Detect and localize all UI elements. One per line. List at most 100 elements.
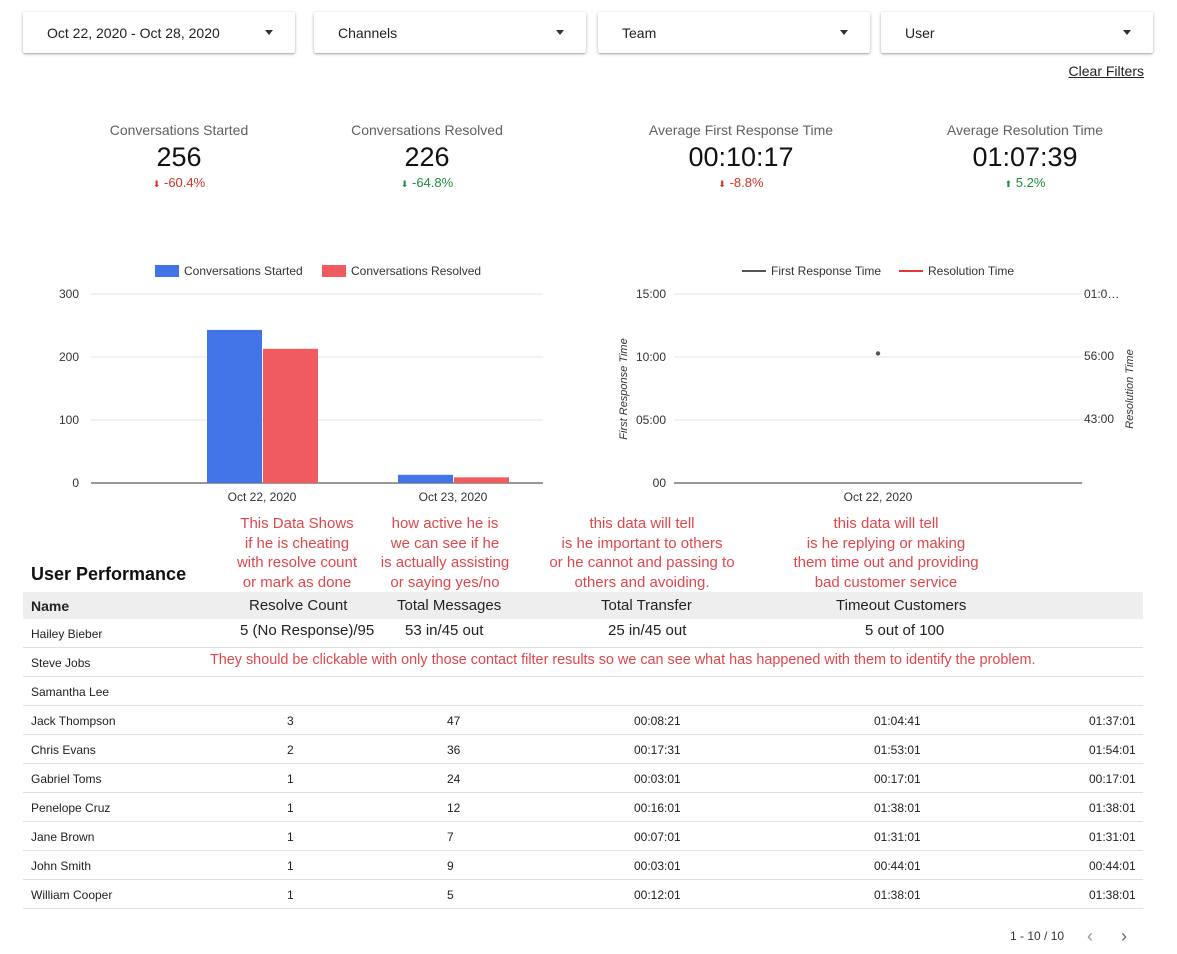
user-label: User	[905, 25, 935, 41]
cell-value: 01:38:01	[1089, 888, 1136, 902]
conversations-bar-chart: 0 100 200 300 Oct 22, 2020 Oct 23, 2020	[59, 287, 543, 504]
date-range-label: Oct 22, 2020 - Oct 28, 2020	[47, 25, 220, 41]
legend-swatch	[322, 265, 346, 277]
kpi-value: 01:07:39	[972, 142, 1078, 172]
legend-line	[899, 270, 923, 272]
kpi-delta: ⬇ -60.4%	[152, 175, 206, 190]
cell-name: Steve Jobs	[31, 656, 91, 670]
column-header-timeout-customers[interactable]: Timeout Customers	[836, 597, 967, 614]
kpi-title: Average First Response Time	[648, 122, 834, 138]
y-right-tick-label: 43:00	[1084, 412, 1114, 426]
y-tick-label: 100	[59, 413, 79, 427]
down-arrow-icon: ⬇	[718, 179, 726, 189]
kpi-value: 00:10:17	[688, 142, 794, 172]
cell-value: 01:31:01	[874, 830, 921, 844]
cell-name: Jane Brown	[31, 830, 95, 844]
user-performance-title: User Performance	[31, 564, 187, 584]
clear-filters-link[interactable]: Clear Filters	[1068, 63, 1144, 79]
table-row[interactable]: Jane Brown 1 7 00:07:01 01:31:01 01:31:01	[23, 822, 1143, 851]
cell-value: 00:07:01	[634, 830, 681, 844]
y-left-tick-label: 15:00	[636, 287, 666, 301]
column-header-total-messages[interactable]: Total Messages	[397, 597, 502, 614]
cell-name: John Smith	[31, 859, 92, 873]
y-tick-label: 200	[59, 350, 79, 364]
bar-started	[398, 474, 453, 483]
up-arrow-icon: ⬆	[1004, 179, 1013, 189]
cell-name: Chris Evans	[31, 743, 96, 757]
cell-value: 00:17:31	[634, 743, 681, 757]
y-tick-label: 0	[72, 476, 79, 490]
kpi-delta: ⬇ -8.8%	[718, 175, 764, 190]
kpi-title: Conversations Started	[109, 122, 249, 138]
cell-value: 01:31:01	[1089, 830, 1136, 844]
dropdown-caret-icon	[1123, 30, 1131, 35]
bar-resolved	[263, 348, 318, 483]
table-row[interactable]: Penelope Cruz 1 12 00:16:01 01:38:01 01:38:01	[23, 793, 1143, 822]
cell-value: 9	[447, 859, 454, 873]
channels-filter[interactable]: Channels	[314, 12, 586, 53]
cell-value: 00:44:01	[874, 859, 921, 873]
cell-value: 1	[287, 772, 294, 786]
table-row[interactable]: William Cooper 1 5 00:12:01 01:38:01 01:38:01	[23, 880, 1143, 909]
cell-value: 1	[287, 859, 294, 873]
kpi-conversations-resolved: Conversations Resolved 226 ⬇ -64.8%	[317, 122, 537, 190]
cell-value: 00:03:01	[634, 859, 681, 873]
bar-legend-resolved: Conversations Resolved	[322, 264, 481, 278]
kpi-value: 256	[156, 142, 202, 172]
table-row[interactable]: Chris Evans 2 36 00:17:31 01:53:01 01:54:01	[23, 735, 1143, 764]
cell-total-transfer: 25 in/45 out	[608, 622, 687, 639]
cell-value: 47	[447, 714, 461, 728]
down-arrow-icon: ⬇	[152, 179, 161, 189]
y-right-tick-label: 01:0…	[1084, 287, 1119, 301]
line-legend-resolution: Resolution Time	[899, 264, 1014, 278]
chevron-left-icon[interactable]: ‹	[1087, 926, 1093, 946]
table-row[interactable]: Samantha Lee	[23, 677, 1143, 706]
legend-line	[742, 270, 766, 272]
cell-value: 00:16:01	[634, 801, 681, 815]
cell-value: 01:54:01	[1089, 743, 1136, 757]
table-row[interactable]: Gabriel Toms 1 24 00:03:01 00:17:01 00:17:01	[23, 764, 1143, 793]
kpi-avg-first-response: Average First Response Time 00:10:17 ⬇ -…	[631, 122, 851, 190]
response-time-chart: 00 05:00 10:00 15:00 43:00 56:00 01:0… First Re…	[618, 287, 1136, 504]
table-row[interactable]: John Smith 1 9 00:03:01 00:44:01 00:44:01	[23, 851, 1143, 880]
cell-value: 3	[287, 714, 294, 728]
cell-value: 12	[447, 801, 461, 815]
dropdown-caret-icon	[556, 30, 564, 35]
y-left-tick-label: 05:00	[636, 413, 666, 427]
kpi-conversations-started: Conversations Started 256 ⬇ -60.4%	[69, 122, 289, 190]
cell-value: 00:44:01	[1089, 859, 1136, 873]
cell-value: 1	[287, 801, 294, 815]
dropdown-caret-icon	[840, 30, 848, 35]
y-left-tick-label: 10:00	[636, 350, 666, 364]
column-header-name[interactable]: Name	[31, 598, 70, 614]
cell-total-messages: 53 in/45 out	[405, 622, 484, 639]
table-row[interactable]: Hailey Bieber 5 (No Response)/95 53 in/4…	[23, 619, 1143, 648]
cell-value: 24	[447, 772, 461, 786]
table-row[interactable]: Steve Jobs They should be clickable with…	[23, 648, 1143, 677]
cell-value: 7	[447, 830, 454, 844]
team-filter[interactable]: Team	[598, 12, 870, 53]
cell-value: 00:17:01	[874, 772, 921, 786]
cell-name: Gabriel Toms	[31, 772, 102, 786]
date-range-filter[interactable]: Oct 22, 2020 - Oct 28, 2020	[23, 12, 295, 53]
x-tick-label: Oct 22, 2020	[228, 490, 297, 504]
cell-value: 5	[447, 888, 454, 902]
down-arrow-icon: ⬇	[400, 179, 409, 189]
cell-timeout: 5 out of 100	[865, 622, 945, 639]
column-header-total-transfer[interactable]: Total Transfer	[601, 597, 692, 614]
line-legend-first-response: First Response Time	[742, 264, 881, 278]
table-row[interactable]: Jack Thompson 3 47 00:08:21 01:04:41 01:37:01	[23, 706, 1143, 735]
cell-value: 00:08:21	[634, 714, 681, 728]
bar-started	[207, 329, 262, 483]
chevron-right-icon[interactable]: ›	[1121, 926, 1127, 946]
cell-value: 01:38:01	[874, 801, 921, 815]
cell-value: 01:37:01	[1089, 714, 1136, 728]
bar-resolved	[454, 477, 509, 483]
kpi-title: Average Resolution Time	[946, 122, 1104, 138]
cell-name: William Cooper	[31, 888, 113, 902]
user-filter[interactable]: User	[881, 12, 1153, 53]
y-right-tick-label: 56:00	[1084, 349, 1114, 363]
cell-value: 1	[287, 830, 294, 844]
dropdown-caret-icon	[265, 30, 273, 35]
column-header-resolve-count[interactable]: Resolve Count	[249, 597, 348, 614]
